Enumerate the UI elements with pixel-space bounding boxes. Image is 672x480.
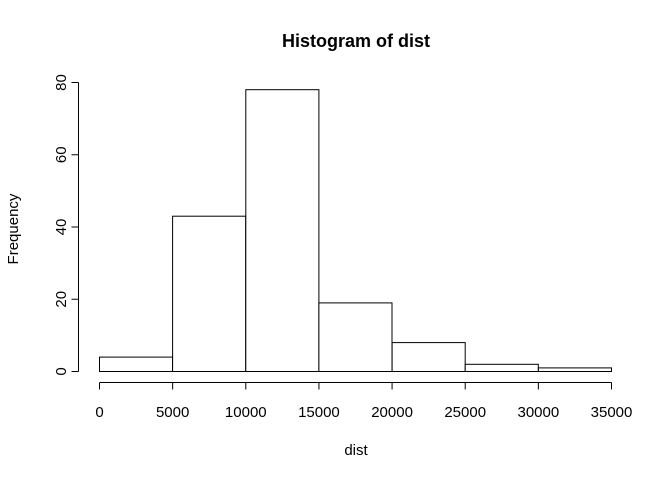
- y-tick-label: 20: [53, 291, 70, 308]
- chart-title: Histogram of dist: [282, 31, 430, 51]
- x-axis-label: dist: [344, 442, 368, 459]
- x-tick-label: 35000: [591, 404, 633, 421]
- bars-group: [99, 89, 613, 373]
- histogram-bar-2: [245, 89, 320, 372]
- histogram-bar-4: [391, 342, 466, 373]
- x-tick-label: 5000: [156, 404, 189, 421]
- y-axis-label: Frequency: [5, 193, 22, 264]
- histogram-bar-5: [464, 363, 539, 372]
- histogram-bar-0: [99, 356, 174, 373]
- histogram-bar-1: [172, 215, 247, 372]
- histogram-bar-6: [537, 367, 613, 372]
- y-tick-label: 0: [53, 367, 70, 375]
- x-tick-label: 30000: [517, 404, 559, 421]
- y-tick-label: 80: [53, 74, 70, 91]
- histogram-bar-3: [318, 302, 393, 372]
- x-axis: 0 5000 10000 15000 20000 25000 30000 35000: [95, 382, 633, 421]
- x-tick-label: 20000: [371, 404, 413, 421]
- y-axis: 0 20 40 60 80: [53, 74, 79, 376]
- x-tick-label: 15000: [298, 404, 340, 421]
- y-tick-label: 40: [53, 219, 70, 236]
- x-tick-label: 0: [95, 404, 103, 421]
- x-tick-label: 25000: [444, 404, 486, 421]
- y-tick-label: 60: [53, 146, 70, 163]
- x-tick-label: 10000: [225, 404, 267, 421]
